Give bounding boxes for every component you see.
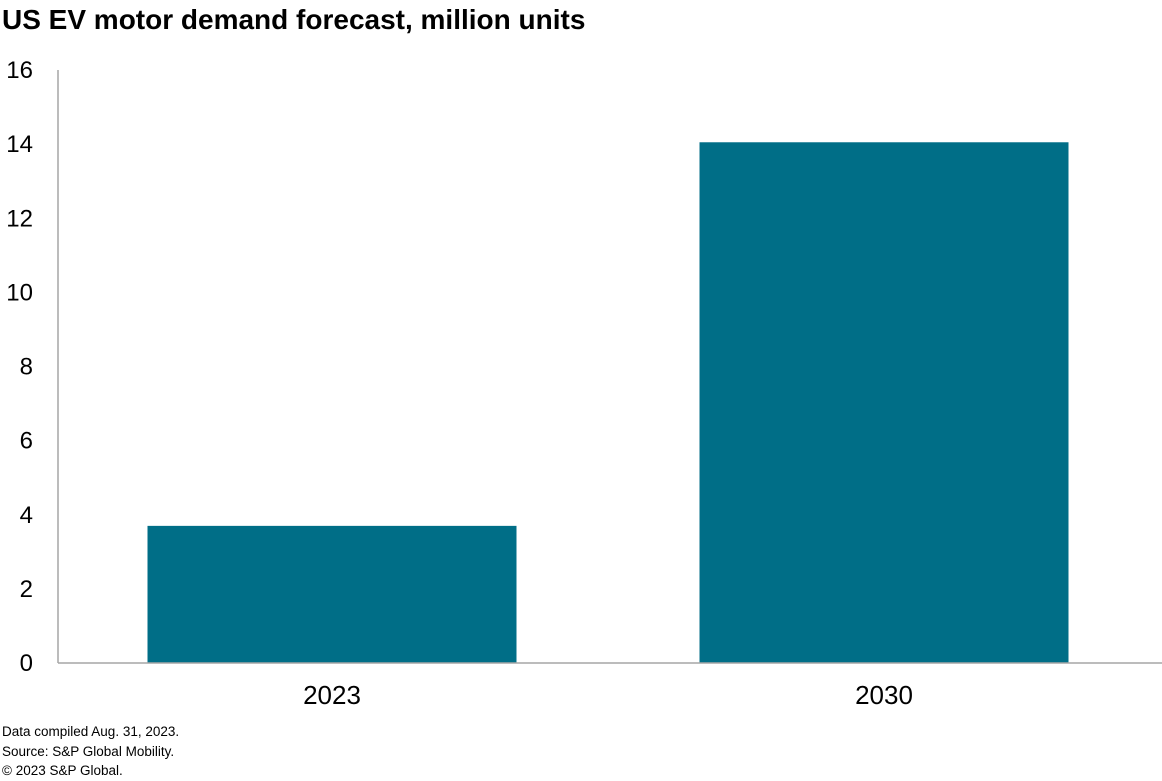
y-tick-label: 0	[20, 650, 33, 677]
y-tick-label: 2	[20, 576, 33, 603]
footnote-data-compiled: Data compiled Aug. 31, 2023.	[2, 724, 180, 739]
x-tick-label: 2030	[855, 680, 913, 710]
y-axis-tick-labels: 0 2 4 6 8 10 12 14 16	[6, 57, 33, 677]
bar-chart: 0 2 4 6 8 10 12 14 16 2023 2030	[6, 57, 1162, 710]
axes-group	[57, 70, 1162, 664]
y-tick-label: 8	[20, 354, 33, 381]
x-tick-label: 2023	[303, 680, 361, 710]
footnote-source: Source: S&P Global Mobility.	[2, 743, 175, 759]
bar-2030	[699, 142, 1069, 664]
bars-group	[147, 142, 1069, 664]
bar-2023	[147, 525, 517, 663]
y-tick-label: 14	[6, 131, 33, 158]
y-tick-label: 6	[20, 428, 33, 455]
y-tick-label: 12	[6, 205, 33, 232]
chart-title: US EV motor demand forecast, million uni…	[2, 4, 586, 35]
y-tick-label: 4	[20, 502, 33, 529]
y-tick-label: 10	[6, 279, 33, 306]
footnotes: Data compiled Aug. 31, 2023. Source: S&P…	[2, 722, 179, 781]
x-axis-tick-labels: 2023 2030	[303, 680, 913, 710]
footnote-copyright: © 2023 S&P Global.	[2, 763, 123, 778]
y-tick-label: 16	[6, 57, 33, 84]
